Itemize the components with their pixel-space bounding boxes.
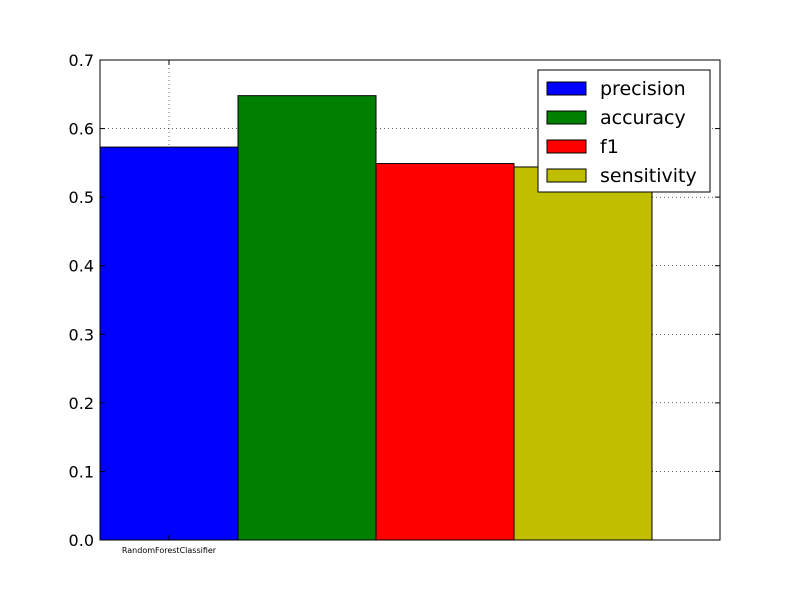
- legend-label: accuracy: [600, 107, 686, 129]
- y-tick-label: 0.0: [69, 531, 94, 550]
- bars: [99, 95, 653, 541]
- y-tick-label: 0.5: [69, 188, 94, 207]
- y-tick-label: 0.6: [69, 120, 94, 139]
- bar-sensitivity: [513, 166, 653, 541]
- x-category-label: RandomForestClassifier: [122, 546, 217, 555]
- legend-swatch-f1: [546, 139, 587, 154]
- y-tick-label: 0.2: [69, 394, 94, 413]
- bar-f1: [375, 163, 515, 541]
- bar-accuracy: [237, 95, 377, 541]
- y-tick-label: 0.3: [69, 325, 94, 344]
- y-tick-label: 0.1: [69, 462, 94, 481]
- y-tick-label: 0.4: [69, 257, 94, 276]
- plot-area-frame: [99, 59, 721, 541]
- bar-precision: [99, 146, 239, 541]
- legend-label: f1: [600, 136, 619, 158]
- x-axis-labels: RandomForestClassifier: [122, 546, 217, 555]
- y-tick-label: 0.7: [69, 51, 94, 70]
- legend-swatch-accuracy: [546, 110, 587, 125]
- legend: precision accuracy f1 sensitivity: [537, 69, 711, 193]
- legend-label: precision: [600, 78, 686, 100]
- legend-swatch-sensitivity: [546, 168, 587, 183]
- legend-swatch-precision: [546, 81, 587, 96]
- legend-label: sensitivity: [600, 165, 697, 187]
- y-axis-ticks: 0.0 0.1 0.2 0.3 0.4 0.5 0.6 0.7: [69, 51, 720, 550]
